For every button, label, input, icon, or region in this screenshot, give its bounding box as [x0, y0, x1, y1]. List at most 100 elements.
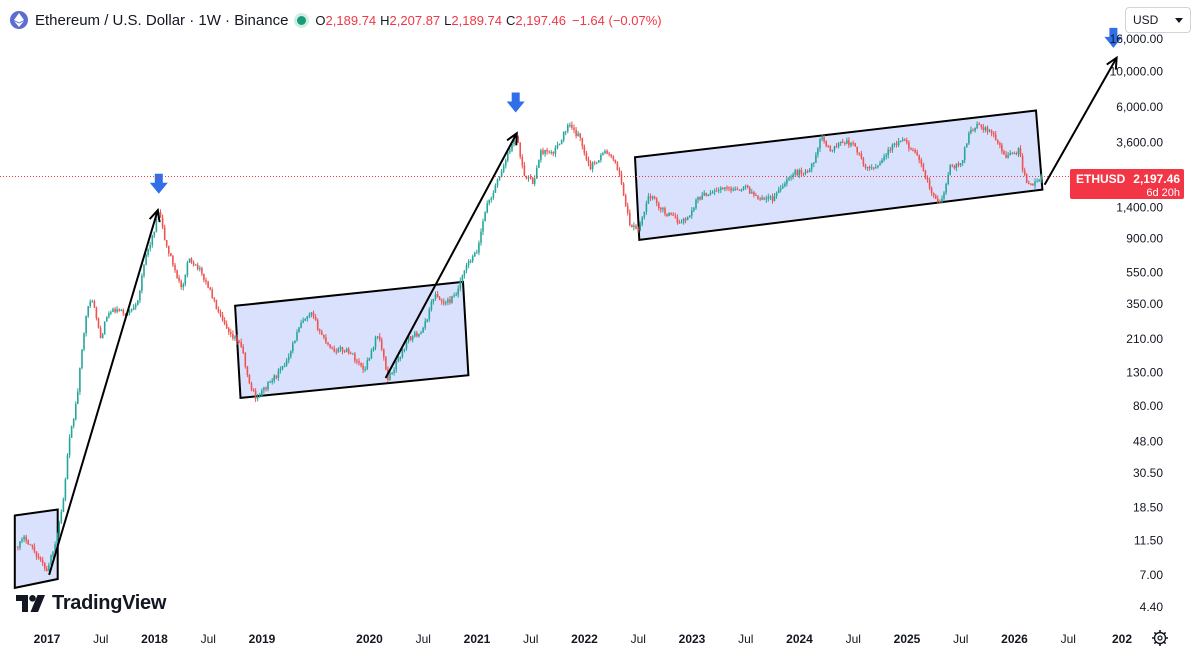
- candle-body: [261, 390, 263, 396]
- candle-body: [887, 149, 889, 156]
- candle-body: [689, 215, 691, 218]
- candle-body: [70, 425, 73, 438]
- candle-body: [910, 148, 912, 150]
- x-tick-label: Jul: [846, 632, 861, 646]
- candle-body: [813, 162, 815, 164]
- candle-body: [87, 306, 89, 316]
- candle-body: [658, 203, 660, 208]
- candle-body: [424, 321, 426, 328]
- x-tick-label: 2024: [786, 632, 813, 646]
- candle-body: [738, 189, 741, 191]
- candle-body: [889, 149, 892, 151]
- candle-body: [362, 365, 364, 370]
- candle-body: [829, 146, 832, 151]
- close-value: C2,197.46: [506, 13, 566, 28]
- candle-body: [434, 294, 437, 299]
- candle-body: [137, 300, 139, 305]
- candle-body: [438, 297, 441, 300]
- candle-body: [430, 301, 433, 310]
- candle-body: [980, 124, 983, 128]
- candle-body: [302, 320, 304, 323]
- candle-body: [870, 167, 873, 169]
- x-axis[interactable]: 2017 Jul 2018 Jul 2019 2020 Jul 2021 Jul 2022 Jul 2…: [34, 632, 1133, 646]
- candle-body: [988, 130, 991, 132]
- candle-body: [808, 169, 811, 172]
- y-tick-label: 48.00: [1133, 435, 1163, 449]
- settings-gear-icon[interactable]: [1152, 630, 1168, 646]
- candle-body: [767, 197, 770, 199]
- trend-lines-layer: [48, 55, 1118, 576]
- candle-body: [337, 348, 340, 352]
- candle-body: [922, 164, 925, 171]
- candle-body: [529, 177, 532, 179]
- candle-body: [711, 192, 714, 194]
- candle-body: [287, 356, 290, 361]
- candle-body: [798, 170, 801, 176]
- candle-body: [519, 142, 521, 157]
- candle-body: [77, 391, 79, 404]
- candle-body: [1030, 183, 1032, 185]
- y-tick-label: 11.50: [1134, 534, 1163, 548]
- candle-body: [457, 288, 459, 295]
- candle-body: [815, 154, 817, 163]
- channel-rectangle: [13, 508, 59, 590]
- candle-body: [341, 347, 344, 351]
- candle-body: [217, 309, 220, 312]
- candle-body: [589, 163, 592, 170]
- candle-body: [273, 375, 275, 381]
- symbol-title[interactable]: Ethereum / U.S. Dollar · 1W · Binance: [35, 11, 289, 29]
- candle-body: [455, 294, 457, 296]
- candle-body: [571, 124, 573, 128]
- candle-body: [655, 198, 658, 203]
- candle-body: [314, 316, 317, 321]
- candle-body: [370, 350, 373, 359]
- candle-body: [732, 189, 734, 191]
- candle-body: [713, 190, 716, 193]
- candle-body: [327, 342, 329, 345]
- candles-layer: [17, 121, 1042, 572]
- candle-body: [72, 418, 75, 426]
- candle-body: [684, 218, 687, 221]
- y-axis[interactable]: 16,000.00 10,000.00 6,000.00 3,600.00 1,400.…: [1110, 32, 1164, 614]
- y-tick-label: 30.50: [1133, 466, 1163, 480]
- candle-body: [972, 129, 974, 131]
- candle-body: [426, 319, 428, 322]
- candle-body: [393, 369, 395, 373]
- chart-header: Ethereum / U.S. Dollar · 1W · Binance O2…: [10, 9, 662, 31]
- candle-body: [544, 150, 546, 154]
- candle-body: [374, 337, 377, 348]
- candle-body: [345, 348, 348, 352]
- x-tick-label: Jul: [1061, 632, 1076, 646]
- candle-body: [385, 357, 387, 370]
- candle-body: [108, 313, 110, 317]
- candle-body: [174, 264, 176, 271]
- candle-body: [664, 208, 666, 215]
- candle-body: [234, 336, 236, 339]
- candle-body: [883, 156, 885, 160]
- candle-body: [784, 183, 786, 187]
- candle-body: [763, 197, 765, 200]
- candle-body: [788, 177, 790, 180]
- candle-body: [1003, 151, 1005, 155]
- candle-body: [591, 162, 594, 170]
- candle-body: [161, 217, 164, 228]
- candle-body: [494, 185, 497, 193]
- y-tick-label: 3,600.00: [1116, 135, 1163, 149]
- candle-body: [254, 391, 257, 399]
- candle-body: [335, 351, 338, 353]
- currency-selector[interactable]: USD: [1125, 7, 1191, 33]
- x-tick-label: 2022: [571, 632, 598, 646]
- candle-body: [399, 357, 402, 359]
- candle-body: [323, 334, 325, 338]
- candle-body: [1009, 153, 1011, 156]
- candle-body: [478, 242, 480, 253]
- candle-body: [715, 190, 718, 192]
- candle-body: [792, 174, 794, 177]
- candle-body: [436, 294, 439, 298]
- candle-body: [180, 280, 182, 288]
- candle-body: [331, 347, 333, 349]
- candle-body: [221, 314, 224, 320]
- tradingview-logo[interactable]: TradingView: [16, 592, 166, 615]
